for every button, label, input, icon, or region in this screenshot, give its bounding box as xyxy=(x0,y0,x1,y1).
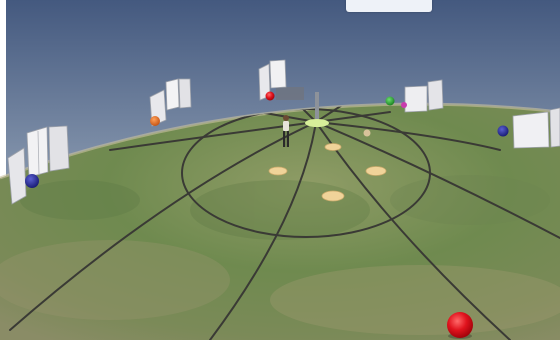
grid-lines xyxy=(9,104,560,340)
target-pads[interactable] xyxy=(268,143,387,202)
sphere-icon[interactable] xyxy=(265,91,275,101)
small-object[interactable] xyxy=(363,129,371,137)
panel-icon xyxy=(258,59,287,101)
beacon-base[interactable] xyxy=(305,119,329,127)
sphere-icon[interactable] xyxy=(385,96,395,106)
panel-icon xyxy=(512,107,560,149)
horizon-rim xyxy=(0,102,560,180)
target-pad-icon[interactable] xyxy=(365,166,387,176)
ground-dome[interactable] xyxy=(0,104,560,340)
left-border xyxy=(0,0,6,340)
avatar-icon[interactable] xyxy=(283,115,289,147)
far-building xyxy=(276,87,304,100)
panel-stand-center[interactable] xyxy=(258,59,287,101)
sphere-icon[interactable] xyxy=(25,174,39,188)
sphere-icon[interactable] xyxy=(447,312,473,338)
red-sphere[interactable] xyxy=(447,312,473,339)
panel-icon xyxy=(7,125,70,205)
ground-texture xyxy=(0,175,560,335)
target-pad-icon[interactable] xyxy=(321,190,345,202)
panel-icon xyxy=(404,79,444,113)
score-counter xyxy=(346,0,432,12)
beacon-pole-icon xyxy=(315,92,319,122)
target-pad-icon[interactable] xyxy=(324,143,342,151)
panel-stand-left-2[interactable] xyxy=(149,78,192,127)
sphere-icon[interactable] xyxy=(401,102,407,108)
panel-stand-left[interactable] xyxy=(7,125,70,205)
sphere-icon[interactable] xyxy=(150,116,160,126)
panel-icon xyxy=(149,78,192,127)
panel-stand-far-right[interactable] xyxy=(497,107,560,149)
sphere-icon[interactable] xyxy=(497,125,509,137)
target-pad-icon[interactable] xyxy=(268,166,288,176)
panel-stand-right[interactable] xyxy=(385,79,444,113)
